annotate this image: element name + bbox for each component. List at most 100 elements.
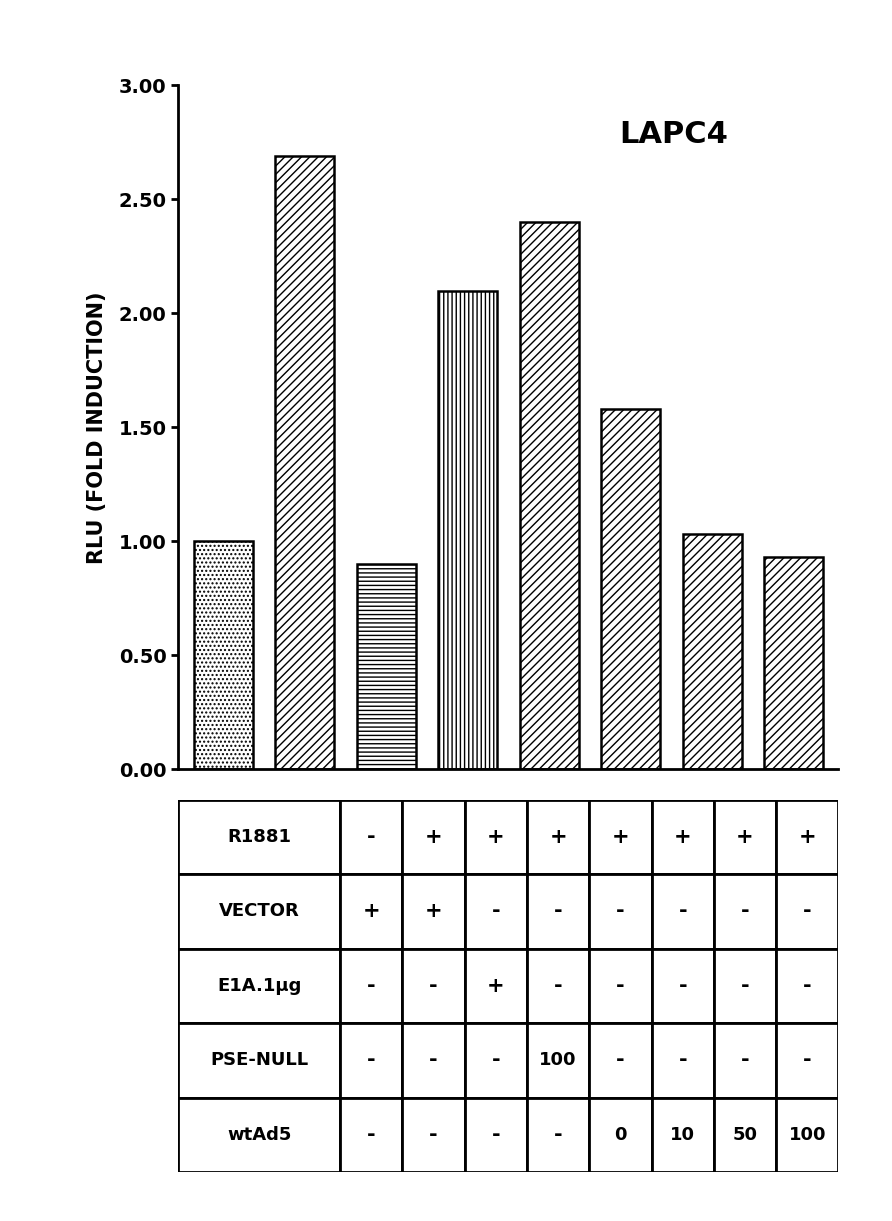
Text: R1881: R1881: [227, 828, 292, 846]
Text: -: -: [616, 1050, 624, 1071]
Text: -: -: [429, 1050, 438, 1071]
Text: 100: 100: [789, 1126, 826, 1144]
Bar: [527, 1098, 590, 1172]
Bar: [590, 1023, 651, 1098]
Bar: [776, 1023, 838, 1098]
Bar: [651, 800, 714, 874]
Text: +: +: [487, 827, 505, 847]
Text: -: -: [491, 1125, 500, 1145]
Text: -: -: [491, 1050, 500, 1071]
Bar: [465, 874, 527, 949]
Text: +: +: [736, 827, 754, 847]
Text: -: -: [803, 976, 812, 996]
Text: +: +: [425, 827, 442, 847]
Bar: [714, 1098, 776, 1172]
Text: -: -: [429, 976, 438, 996]
Bar: [714, 1023, 776, 1098]
Bar: [402, 949, 465, 1023]
Text: 0: 0: [615, 1126, 627, 1144]
Bar: [340, 1098, 402, 1172]
Text: -: -: [367, 1050, 376, 1071]
Bar: [776, 874, 838, 949]
Bar: [340, 949, 402, 1023]
Bar: [340, 1023, 402, 1098]
Y-axis label: RLU (FOLD INDUCTION): RLU (FOLD INDUCTION): [87, 291, 107, 564]
Bar: [527, 1023, 590, 1098]
Bar: [402, 800, 465, 874]
Text: -: -: [803, 901, 812, 922]
Bar: [178, 800, 340, 874]
Bar: [683, 535, 741, 769]
Text: -: -: [740, 1050, 749, 1071]
Bar: [764, 557, 823, 769]
Bar: [276, 156, 334, 769]
Text: +: +: [549, 827, 567, 847]
Bar: [601, 409, 660, 769]
Text: -: -: [740, 901, 749, 922]
Text: E1A.1μg: E1A.1μg: [217, 977, 301, 995]
Bar: [465, 1098, 527, 1172]
Bar: [527, 874, 590, 949]
Text: +: +: [425, 901, 442, 922]
Text: 50: 50: [732, 1126, 757, 1144]
Text: 10: 10: [670, 1126, 695, 1144]
Bar: [402, 1098, 465, 1172]
Text: LAPC4: LAPC4: [619, 120, 728, 149]
Bar: [714, 874, 776, 949]
Text: +: +: [674, 827, 691, 847]
Bar: [178, 949, 340, 1023]
Text: -: -: [803, 1050, 812, 1071]
Bar: [651, 874, 714, 949]
Text: wtAd5: wtAd5: [227, 1126, 292, 1144]
Bar: [402, 1023, 465, 1098]
Text: -: -: [554, 901, 563, 922]
Bar: [527, 949, 590, 1023]
Text: -: -: [679, 901, 687, 922]
Text: -: -: [554, 976, 563, 996]
Bar: [590, 800, 651, 874]
Bar: [776, 949, 838, 1023]
Bar: [402, 874, 465, 949]
Text: -: -: [554, 1125, 563, 1145]
Text: -: -: [679, 1050, 687, 1071]
Bar: [465, 1023, 527, 1098]
Bar: [340, 874, 402, 949]
Bar: [194, 541, 252, 769]
Bar: [438, 291, 497, 769]
Bar: [357, 564, 416, 769]
Text: -: -: [616, 901, 624, 922]
Bar: [590, 949, 651, 1023]
Text: 100: 100: [540, 1051, 577, 1070]
Bar: [651, 1023, 714, 1098]
Text: PSE-NULL: PSE-NULL: [211, 1051, 309, 1070]
Bar: [340, 800, 402, 874]
Text: -: -: [429, 1125, 438, 1145]
Text: -: -: [367, 1125, 376, 1145]
Bar: [776, 1098, 838, 1172]
Bar: [714, 800, 776, 874]
Bar: [527, 800, 590, 874]
Text: -: -: [740, 976, 749, 996]
Text: -: -: [367, 827, 376, 847]
Text: -: -: [679, 976, 687, 996]
Bar: [178, 1098, 340, 1172]
Bar: [714, 949, 776, 1023]
Text: +: +: [487, 976, 505, 996]
Text: VECTOR: VECTOR: [219, 902, 300, 921]
Bar: [590, 1098, 651, 1172]
Bar: [520, 222, 579, 769]
Bar: [178, 874, 340, 949]
Bar: [590, 874, 651, 949]
Text: -: -: [367, 976, 376, 996]
Bar: [776, 800, 838, 874]
Bar: [465, 949, 527, 1023]
Text: -: -: [491, 901, 500, 922]
Text: +: +: [798, 827, 816, 847]
Bar: [465, 800, 527, 874]
Bar: [651, 949, 714, 1023]
Text: +: +: [612, 827, 629, 847]
Bar: [178, 1023, 340, 1098]
Text: -: -: [616, 976, 624, 996]
Bar: [651, 1098, 714, 1172]
Text: +: +: [362, 901, 380, 922]
